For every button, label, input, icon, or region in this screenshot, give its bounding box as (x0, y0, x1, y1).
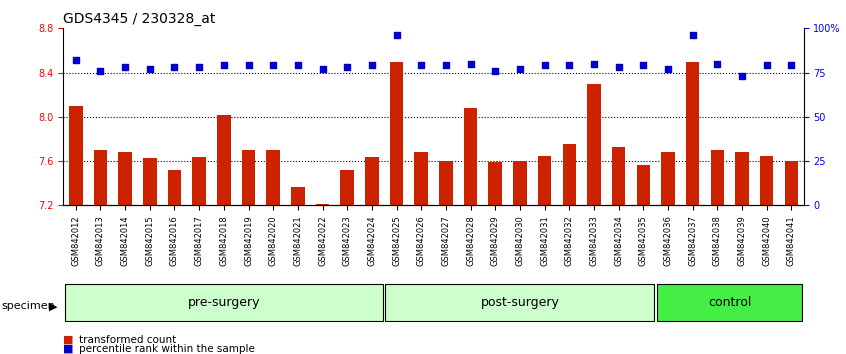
Bar (439, 161, 453, 205)
Point (316, 66, 329, 72)
FancyBboxPatch shape (386, 284, 655, 321)
Bar (69, 106, 83, 205)
Text: control: control (708, 296, 751, 309)
Point (439, 63, 453, 68)
Bar (464, 108, 477, 205)
Point (735, 73, 749, 79)
Text: ▶: ▶ (49, 301, 58, 311)
Bar (143, 158, 157, 205)
Point (464, 61, 477, 67)
Bar (192, 157, 206, 205)
Point (636, 63, 650, 68)
Point (563, 63, 576, 68)
Point (784, 63, 798, 68)
Bar (686, 62, 700, 205)
Bar (340, 170, 354, 205)
Bar (316, 204, 329, 205)
Bar (291, 187, 305, 205)
Point (291, 63, 305, 68)
Bar (514, 161, 527, 205)
Point (662, 66, 675, 72)
FancyBboxPatch shape (656, 284, 803, 321)
Text: post-surgery: post-surgery (481, 296, 559, 309)
Bar (242, 150, 255, 205)
Text: percentile rank within the sample: percentile rank within the sample (79, 344, 255, 354)
Point (514, 66, 527, 72)
Point (217, 63, 231, 68)
Point (266, 63, 280, 68)
Bar (636, 166, 650, 205)
Bar (168, 170, 181, 205)
Bar (735, 152, 749, 205)
Point (612, 64, 625, 70)
Text: transformed count: transformed count (79, 335, 176, 345)
Bar (662, 152, 675, 205)
Bar (760, 155, 773, 205)
Bar (266, 150, 280, 205)
Point (168, 64, 181, 70)
Bar (217, 115, 231, 205)
Bar (563, 144, 576, 205)
Bar (94, 150, 107, 205)
Bar (415, 152, 428, 205)
Bar (118, 152, 132, 205)
Text: ■: ■ (63, 344, 74, 354)
Point (415, 63, 428, 68)
Text: pre-surgery: pre-surgery (188, 296, 260, 309)
Bar (784, 161, 798, 205)
Bar (612, 147, 625, 205)
Bar (390, 62, 404, 205)
Bar (488, 162, 502, 205)
Bar (538, 155, 552, 205)
Text: ■: ■ (63, 335, 74, 345)
FancyBboxPatch shape (64, 284, 383, 321)
Text: GDS4345 / 230328_at: GDS4345 / 230328_at (63, 12, 216, 26)
Point (760, 63, 773, 68)
Point (686, 33, 700, 38)
Point (143, 66, 157, 72)
Point (390, 33, 404, 38)
Text: specimen: specimen (2, 301, 56, 311)
Point (488, 68, 502, 74)
Point (538, 63, 552, 68)
Point (340, 64, 354, 70)
Bar (587, 84, 601, 205)
Point (118, 64, 132, 70)
Point (242, 63, 255, 68)
Point (365, 63, 379, 68)
Bar (711, 150, 724, 205)
Point (94, 68, 107, 74)
Point (587, 61, 601, 67)
Point (69, 57, 83, 63)
Bar (365, 157, 379, 205)
Point (711, 61, 724, 67)
Point (192, 64, 206, 70)
